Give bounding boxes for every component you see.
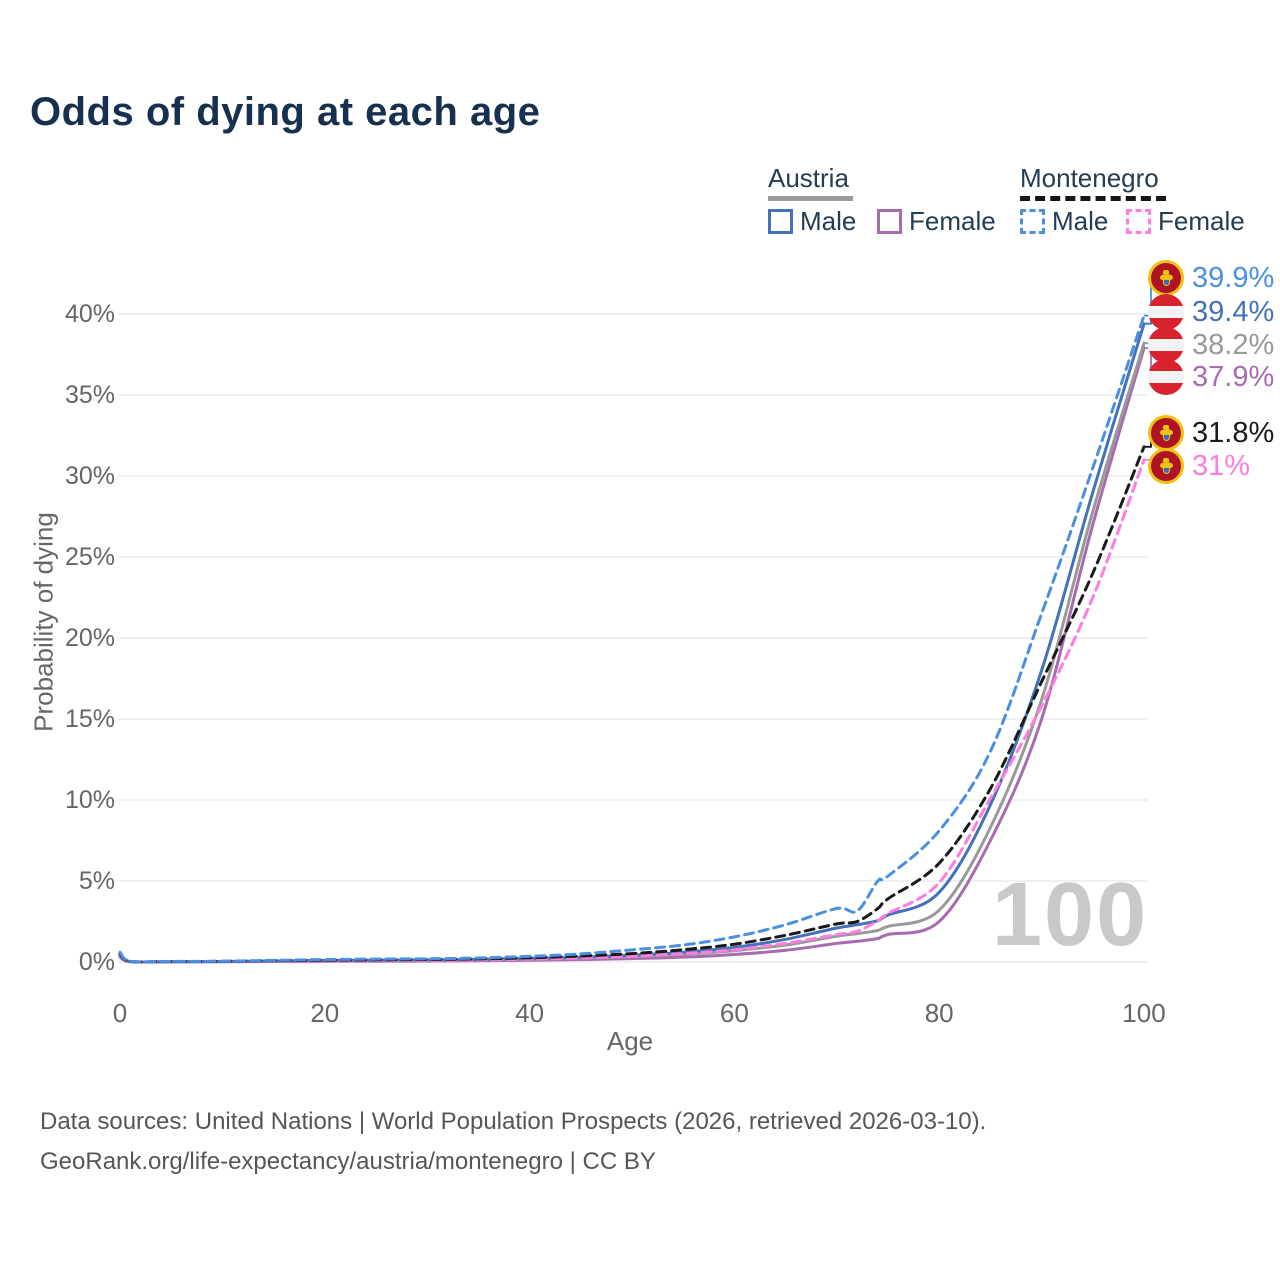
austria-flag-icon	[1148, 327, 1184, 363]
end-label-montenegro-female: 31%	[1148, 448, 1250, 484]
end-value: 31%	[1192, 449, 1251, 482]
montenegro-male-swatch-icon	[1020, 209, 1045, 234]
legend-austria-header[interactable]: Austria	[768, 163, 849, 193]
legend-label: Female	[1158, 206, 1245, 236]
footer-sources: Data sources: United Nations | World Pop…	[40, 1108, 987, 1135]
austria-female-swatch-icon	[877, 209, 902, 234]
end-value: 39.4%	[1192, 295, 1275, 328]
x-tick-40: 40	[515, 998, 545, 1028]
line-austria-female[interactable]	[118, 346, 1146, 964]
line-austria-both-sexes-[interactable]	[118, 341, 1146, 964]
y-tick-30: 30%	[64, 462, 115, 490]
legend-montenegro-line-swatch	[1020, 196, 1166, 201]
y-tick-40: 40%	[64, 300, 115, 328]
line-montenegro-both-sexes-[interactable]	[118, 445, 1146, 964]
y-tick-15: 15%	[64, 705, 115, 733]
end-value: 37.9%	[1192, 360, 1275, 393]
y-tick-5: 5%	[78, 867, 115, 895]
end-label-montenegro-both-sexes-: 31.8%	[1148, 415, 1274, 451]
legend-item-montenegro-female[interactable]: Female	[1126, 206, 1245, 237]
end-label-austria-female: 37.9%	[1148, 359, 1274, 395]
end-label-austria-both-sexes-: 38.2%	[1148, 327, 1274, 363]
end-value: 38.2%	[1192, 328, 1275, 361]
legend-label: Male	[800, 206, 857, 236]
montenegro-female-swatch-icon	[1126, 209, 1151, 234]
end-value: 39.9%	[1192, 261, 1275, 294]
x-axis-title: Age	[606, 1026, 654, 1056]
legend-item-montenegro-male[interactable]: Male	[1020, 206, 1108, 237]
montenegro-flag-icon	[1148, 260, 1184, 296]
y-tick-25: 25%	[64, 543, 115, 571]
legend-label: Male	[1052, 206, 1109, 236]
end-label-austria-male: 39.4%	[1148, 294, 1274, 330]
legend-montenegro-header[interactable]: Montenegro	[1020, 163, 1159, 193]
x-tick-20: 20	[310, 998, 340, 1028]
page-title: Odds of dying at each age	[30, 90, 541, 134]
line-austria-male[interactable]	[118, 322, 1146, 964]
end-value: 31.8%	[1192, 416, 1275, 449]
legend-item-austria-female[interactable]: Female	[877, 206, 996, 237]
austria-flag-icon	[1148, 359, 1184, 395]
x-tick-60: 60	[719, 998, 749, 1028]
x-tick-0: 0	[112, 998, 128, 1028]
y-tick-20: 20%	[64, 624, 115, 652]
legend-austria-line-swatch	[768, 196, 853, 201]
austria-flag-icon	[1148, 294, 1184, 330]
legend-item-austria-male[interactable]: Male	[768, 206, 856, 237]
y-tick-10: 10%	[64, 786, 115, 814]
x-tick-100: 100	[1122, 998, 1166, 1028]
line-montenegro-female[interactable]	[118, 458, 1146, 964]
y-tick-35: 35%	[64, 381, 115, 409]
montenegro-flag-icon	[1148, 415, 1184, 451]
x-tick-80: 80	[924, 998, 954, 1028]
end-label-montenegro-male: 39.9%	[1148, 260, 1274, 296]
line-montenegro-male[interactable]	[118, 314, 1146, 964]
legend-label: Female	[909, 206, 996, 236]
y-tick-0: 0%	[78, 948, 115, 976]
footer-attribution[interactable]: GeoRank.org/life-expectancy/austria/mont…	[40, 1148, 656, 1175]
austria-male-swatch-icon	[768, 209, 793, 234]
montenegro-flag-icon	[1148, 448, 1184, 484]
